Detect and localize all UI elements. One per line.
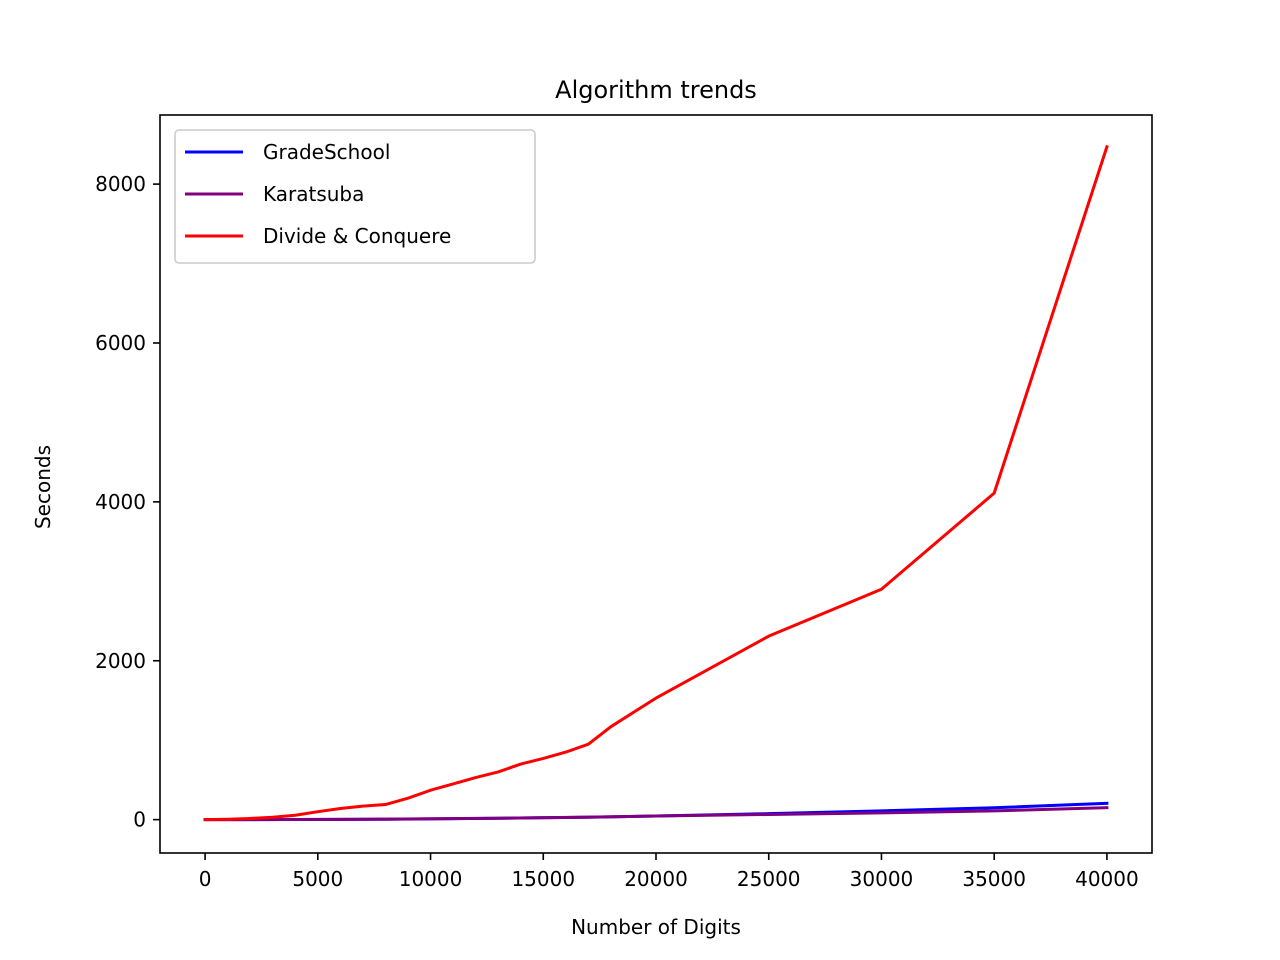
x-tick-label: 40000 bbox=[1075, 867, 1139, 891]
x-tick-label: 35000 bbox=[962, 867, 1026, 891]
x-axis-ticks: 0 5000 10000 15000 20000 25000 30000 35000 40000 bbox=[199, 853, 1139, 891]
x-tick-label: 30000 bbox=[850, 867, 914, 891]
x-tick-label: 15000 bbox=[511, 867, 575, 891]
y-tick-label: 2000 bbox=[95, 649, 146, 673]
legend-entries: GradeSchool Karatsuba Divide & Conquere bbox=[185, 140, 451, 248]
x-tick-label: 0 bbox=[199, 867, 212, 891]
chart-title: Algorithm trends bbox=[555, 76, 757, 104]
legend-label-0: GradeSchool bbox=[263, 140, 390, 164]
legend-label-1: Karatsuba bbox=[263, 182, 364, 206]
x-tick-label: 5000 bbox=[292, 867, 343, 891]
legend: GradeSchool Karatsuba Divide & Conquere bbox=[174, 129, 536, 264]
y-axis-ticks: 0 2000 4000 6000 8000 bbox=[95, 172, 160, 832]
x-tick-label: 20000 bbox=[624, 867, 688, 891]
y-tick-label: 0 bbox=[133, 808, 146, 832]
series-line-1 bbox=[203, 806, 1109, 822]
x-axis-label: Number of Digits bbox=[571, 915, 741, 939]
y-tick-label: 6000 bbox=[95, 331, 146, 355]
y-axis-label: Seconds bbox=[31, 445, 55, 529]
series-layer bbox=[203, 144, 1109, 822]
y-tick-label: 8000 bbox=[95, 172, 146, 196]
x-tick-label: 10000 bbox=[399, 867, 463, 891]
series-line-2 bbox=[203, 144, 1109, 822]
legend-frame bbox=[174, 129, 536, 264]
legend-label-2: Divide & Conquere bbox=[263, 224, 451, 248]
plot-frame bbox=[159, 114, 1153, 854]
y-tick-label: 4000 bbox=[95, 490, 146, 514]
x-tick-label: 25000 bbox=[737, 867, 801, 891]
